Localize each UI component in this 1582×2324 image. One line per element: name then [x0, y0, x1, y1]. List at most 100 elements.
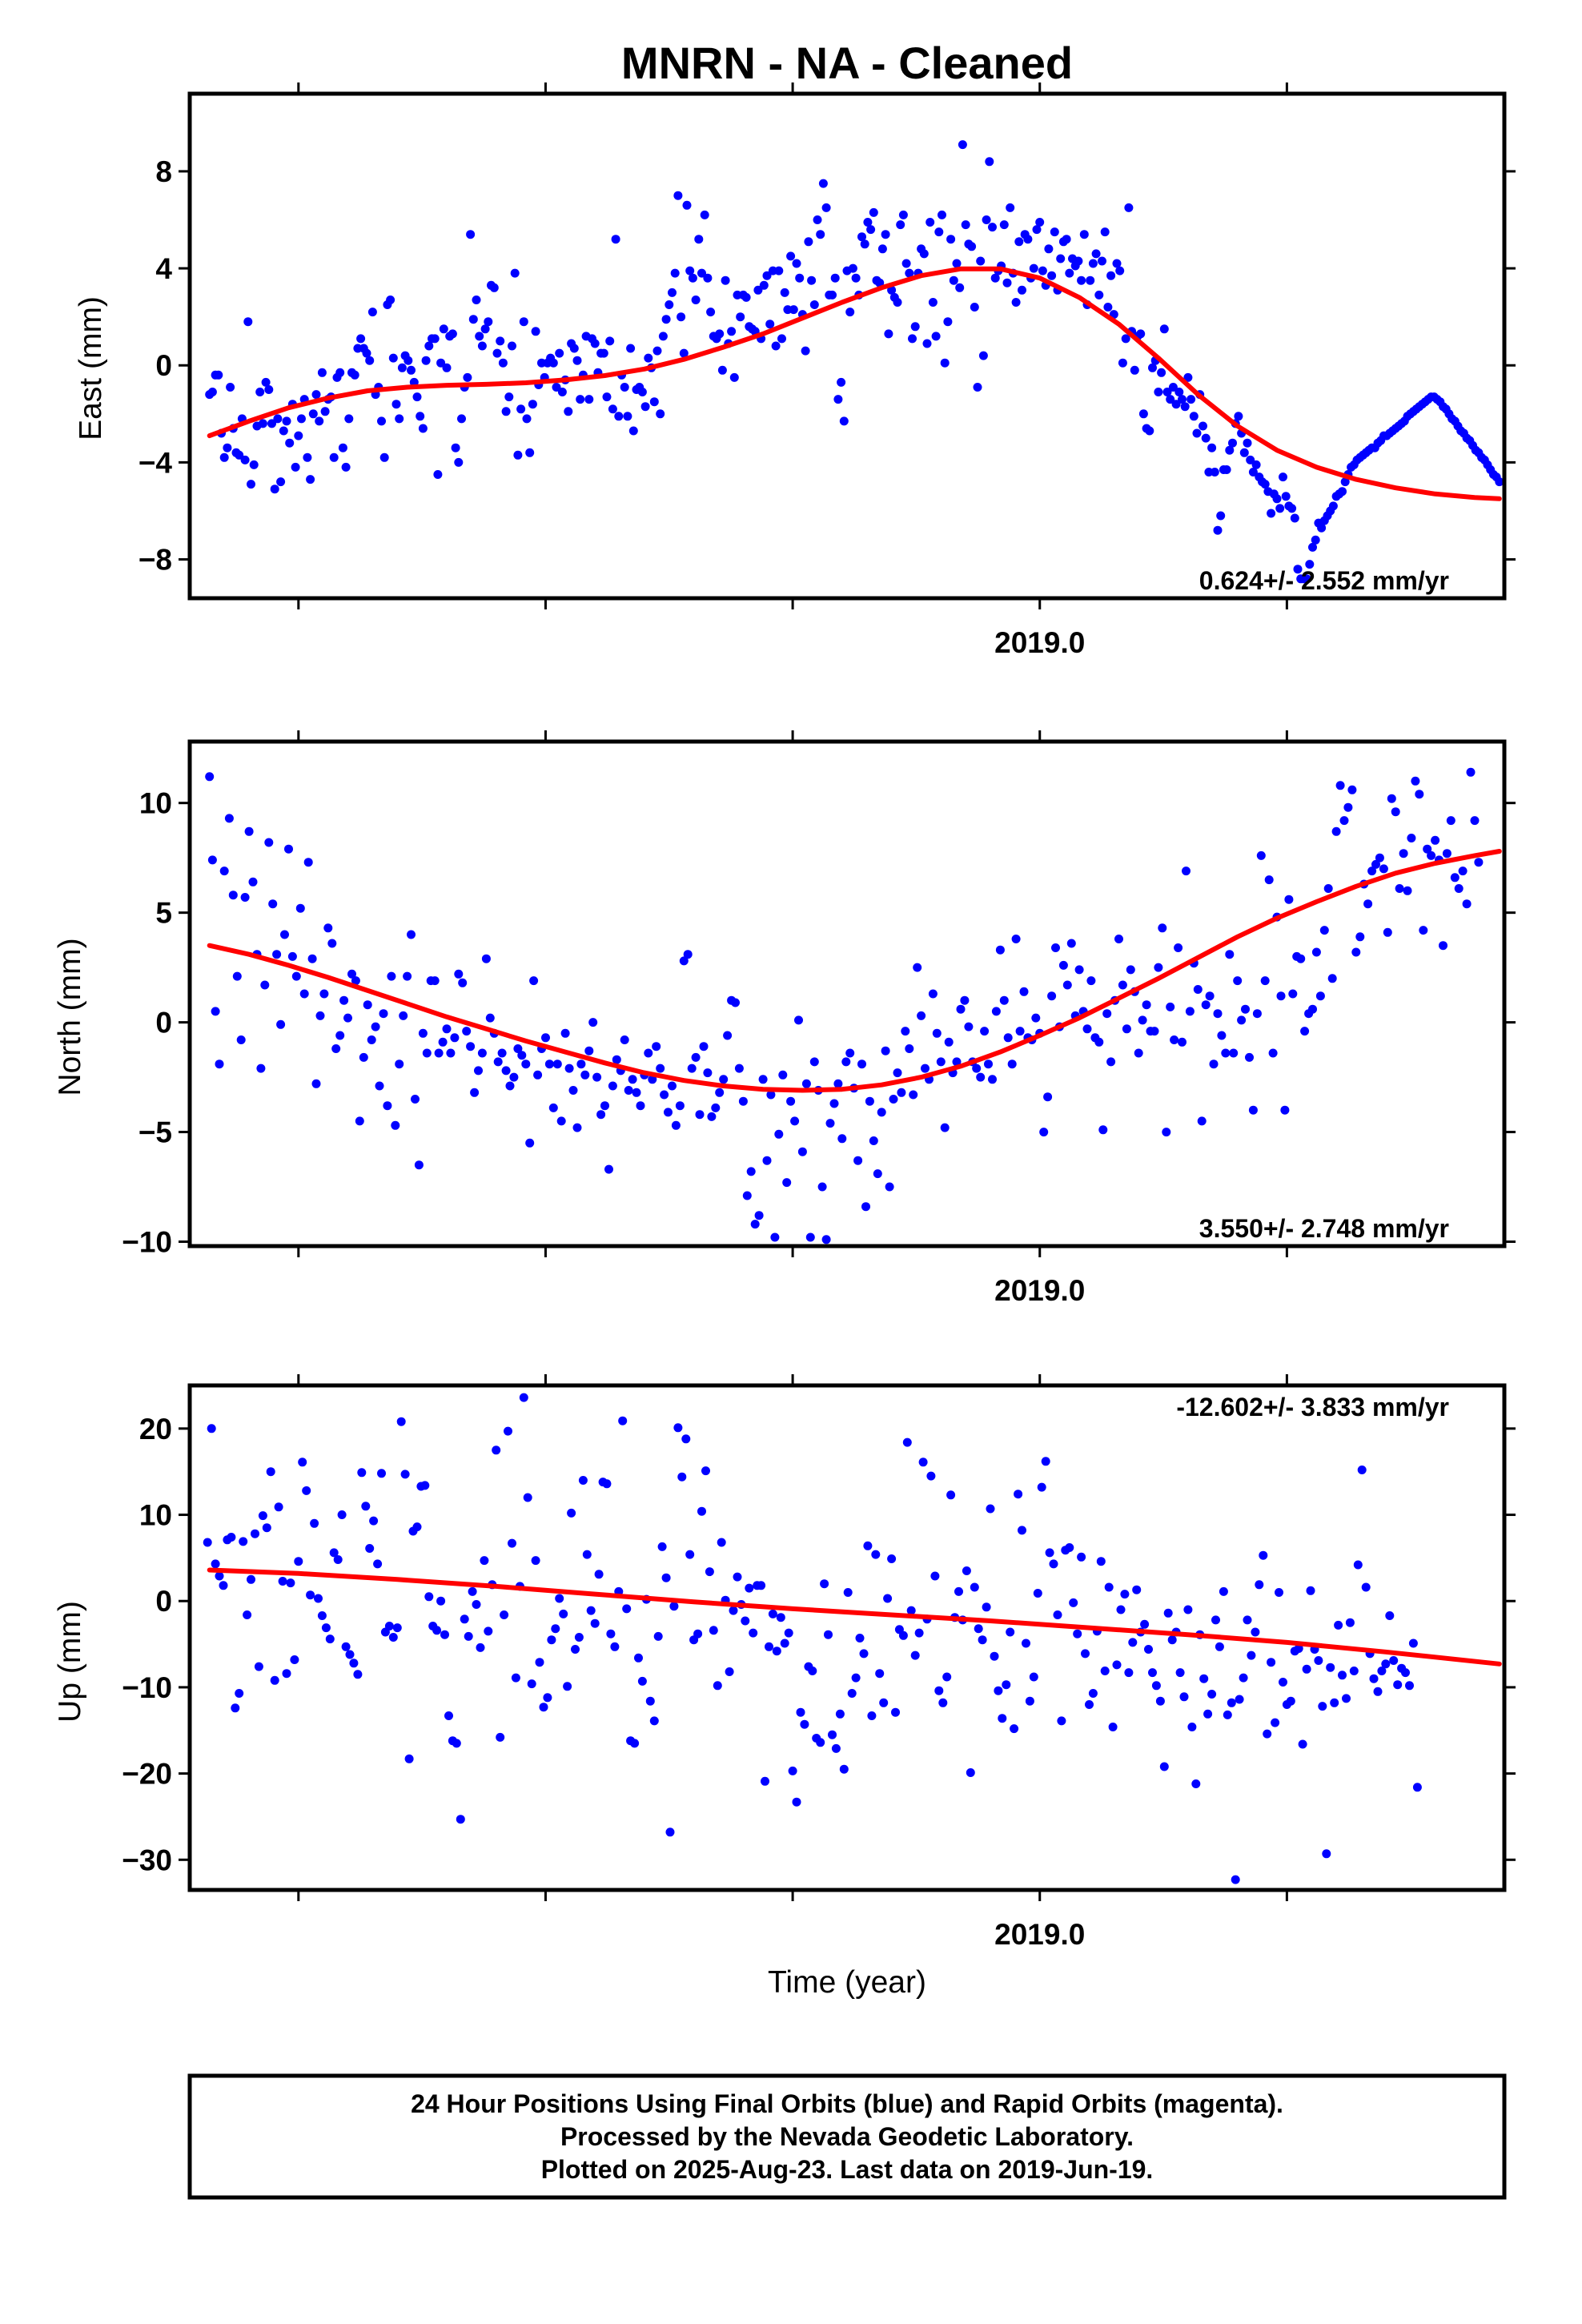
- east-data-point: [786, 251, 796, 261]
- north-data-point: [1276, 991, 1286, 1001]
- east-data-point: [508, 341, 516, 351]
- east-data-point: [780, 287, 789, 297]
- north-data-point: [865, 1096, 874, 1106]
- north-data-point: [1245, 1052, 1254, 1062]
- east-data-point: [315, 416, 324, 426]
- north-data-point: [307, 954, 317, 963]
- north-data-point: [1335, 781, 1345, 790]
- up-data-point: [504, 1426, 512, 1436]
- up-data-point: [1231, 1875, 1240, 1884]
- up-data-point: [302, 1486, 311, 1495]
- east-data-point: [1275, 504, 1285, 513]
- up-data-point: [1393, 1680, 1403, 1690]
- east-data-point: [661, 315, 671, 324]
- north-data-point: [248, 877, 258, 887]
- east-data-point: [235, 450, 244, 460]
- up-data-point: [697, 1506, 706, 1516]
- up-data-point: [685, 1550, 695, 1559]
- east-data-point: [1168, 383, 1178, 392]
- up-data-point: [1096, 1557, 1106, 1566]
- east-data-point: [1199, 421, 1207, 431]
- up-data-point: [1401, 1668, 1410, 1678]
- east-data-point: [1328, 501, 1338, 511]
- up-data-point: [468, 1586, 477, 1596]
- up-data-point: [586, 1606, 596, 1615]
- north-data-point: [1106, 1057, 1116, 1067]
- east-data-point: [1038, 266, 1047, 275]
- north-data-point: [889, 1095, 898, 1104]
- up-data-point: [274, 1502, 283, 1512]
- east-data-point: [1267, 509, 1276, 518]
- up-data-point: [1155, 1696, 1165, 1706]
- up-data-point: [1002, 1680, 1011, 1690]
- east-data-point: [1174, 388, 1184, 396]
- north-data-point: [960, 995, 970, 1005]
- east-data-point: [697, 268, 706, 278]
- east-data-point: [774, 266, 784, 275]
- east-data-point: [736, 312, 745, 322]
- east-data-point: [306, 475, 315, 485]
- north-data-point: [1003, 1033, 1013, 1043]
- east-data-point: [845, 308, 855, 317]
- east-data-point: [715, 329, 725, 339]
- east-data-point: [1100, 227, 1110, 237]
- east-data-point: [602, 392, 612, 402]
- north-data-point: [596, 1110, 606, 1120]
- up-data-point: [824, 1630, 833, 1639]
- up-panel: −30 −20 −10 0 10 20 2019.0 Up (mm) -12.602+/- …: [53, 1374, 1516, 2000]
- east-data-point: [952, 259, 962, 268]
- east-data-point: [685, 266, 695, 275]
- east-data-point: [970, 303, 979, 312]
- east-data-point: [896, 220, 905, 230]
- up-data-point: [713, 1681, 722, 1691]
- up-data-point: [954, 1586, 963, 1596]
- up-data-point: [314, 1594, 323, 1603]
- east-data-point: [884, 329, 893, 339]
- east-data-point: [341, 462, 351, 472]
- north-data-point: [219, 866, 229, 876]
- up-data-point: [851, 1673, 861, 1683]
- up-data-point: [1345, 1618, 1355, 1627]
- east-fit-line: [207, 266, 1502, 501]
- up-data-point: [266, 1467, 275, 1477]
- north-data-point: [1367, 866, 1377, 876]
- north-data-point: [687, 1063, 697, 1073]
- east-data-point: [1311, 535, 1320, 545]
- east-data-point: [226, 383, 235, 392]
- north-data-point: [762, 1156, 772, 1165]
- north-data-point: [1102, 1009, 1112, 1019]
- east-data-point: [949, 275, 958, 285]
- east-data-point: [1023, 235, 1033, 244]
- up-data-point: [914, 1628, 924, 1638]
- east-data-point: [377, 416, 386, 426]
- up-data-point: [329, 1548, 339, 1558]
- north-data-point: [418, 1028, 428, 1038]
- up-marks: −30 −20 −10 0 10 20 2019.0: [122, 1374, 1516, 1951]
- east-data-point: [240, 455, 250, 464]
- up-fit-line: [207, 1567, 1502, 1667]
- up-data-point: [1163, 1608, 1173, 1618]
- north-data-point: [794, 1015, 803, 1025]
- up-data-point: [325, 1634, 335, 1644]
- north-data-point: [1150, 1027, 1159, 1036]
- up-data-point: [219, 1581, 228, 1590]
- north-data-point: [738, 1096, 748, 1106]
- up-data-point: [207, 1424, 216, 1433]
- east-data-point: [1186, 395, 1196, 404]
- east-data-point: [875, 278, 885, 287]
- north-data-point: [1363, 899, 1373, 909]
- north-data-point: [564, 1063, 574, 1073]
- north-data-point: [928, 989, 938, 999]
- north-data-point: [1197, 1116, 1207, 1126]
- north-data-point: [754, 1211, 764, 1220]
- up-data-point: [1255, 1580, 1264, 1590]
- north-data-point: [1391, 807, 1400, 817]
- north-y-tick-label: 10: [139, 787, 172, 820]
- up-data-point: [1151, 1681, 1161, 1691]
- east-data-point: [1162, 388, 1172, 396]
- north-data-point: [1419, 926, 1428, 935]
- east-data-point: [1159, 324, 1169, 334]
- east-data-point: [1118, 358, 1127, 368]
- north-data-point: [207, 855, 217, 865]
- up-data-point: [843, 1588, 853, 1597]
